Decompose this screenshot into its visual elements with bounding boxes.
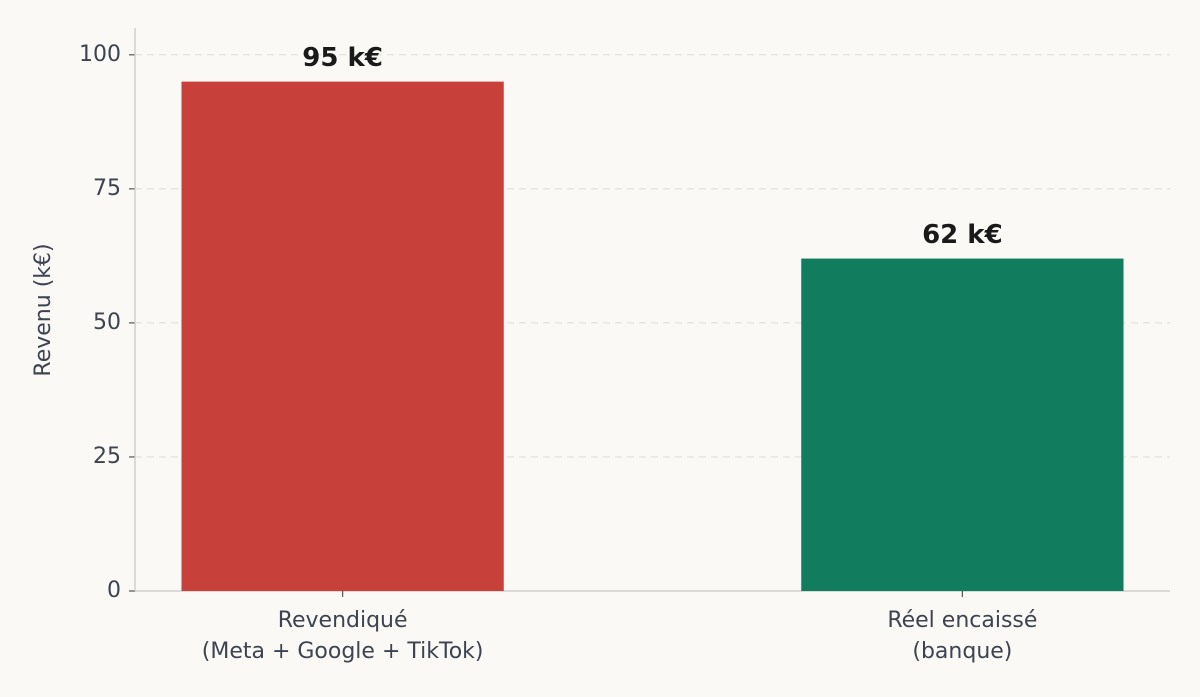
x-tick-label-line: (banque) [912,639,1012,664]
x-tick-label: Réel encaissé (banque) [887,608,1037,664]
x-tick-label-line: Réel encaissé [887,608,1037,633]
x-tick-label-line: (Meta + Google + TikTok) [202,639,484,664]
bar [181,81,504,591]
y-tick-label: 75 [93,176,121,201]
y-tick-label: 50 [93,310,121,335]
x-tick-label-line: Revendiqué [278,608,408,633]
x-tick-label: Revendiqué (Meta + Google + TikTok) [202,608,484,664]
value-label: 62 k€ [922,220,1003,250]
y-tick-label: 25 [93,444,121,469]
bar [801,258,1124,591]
y-axis-label: Revenu (k€) [31,243,56,376]
value-label: 95 k€ [302,43,383,73]
y-tick-label: 0 [107,578,121,603]
y-tick-label: 100 [79,42,121,67]
